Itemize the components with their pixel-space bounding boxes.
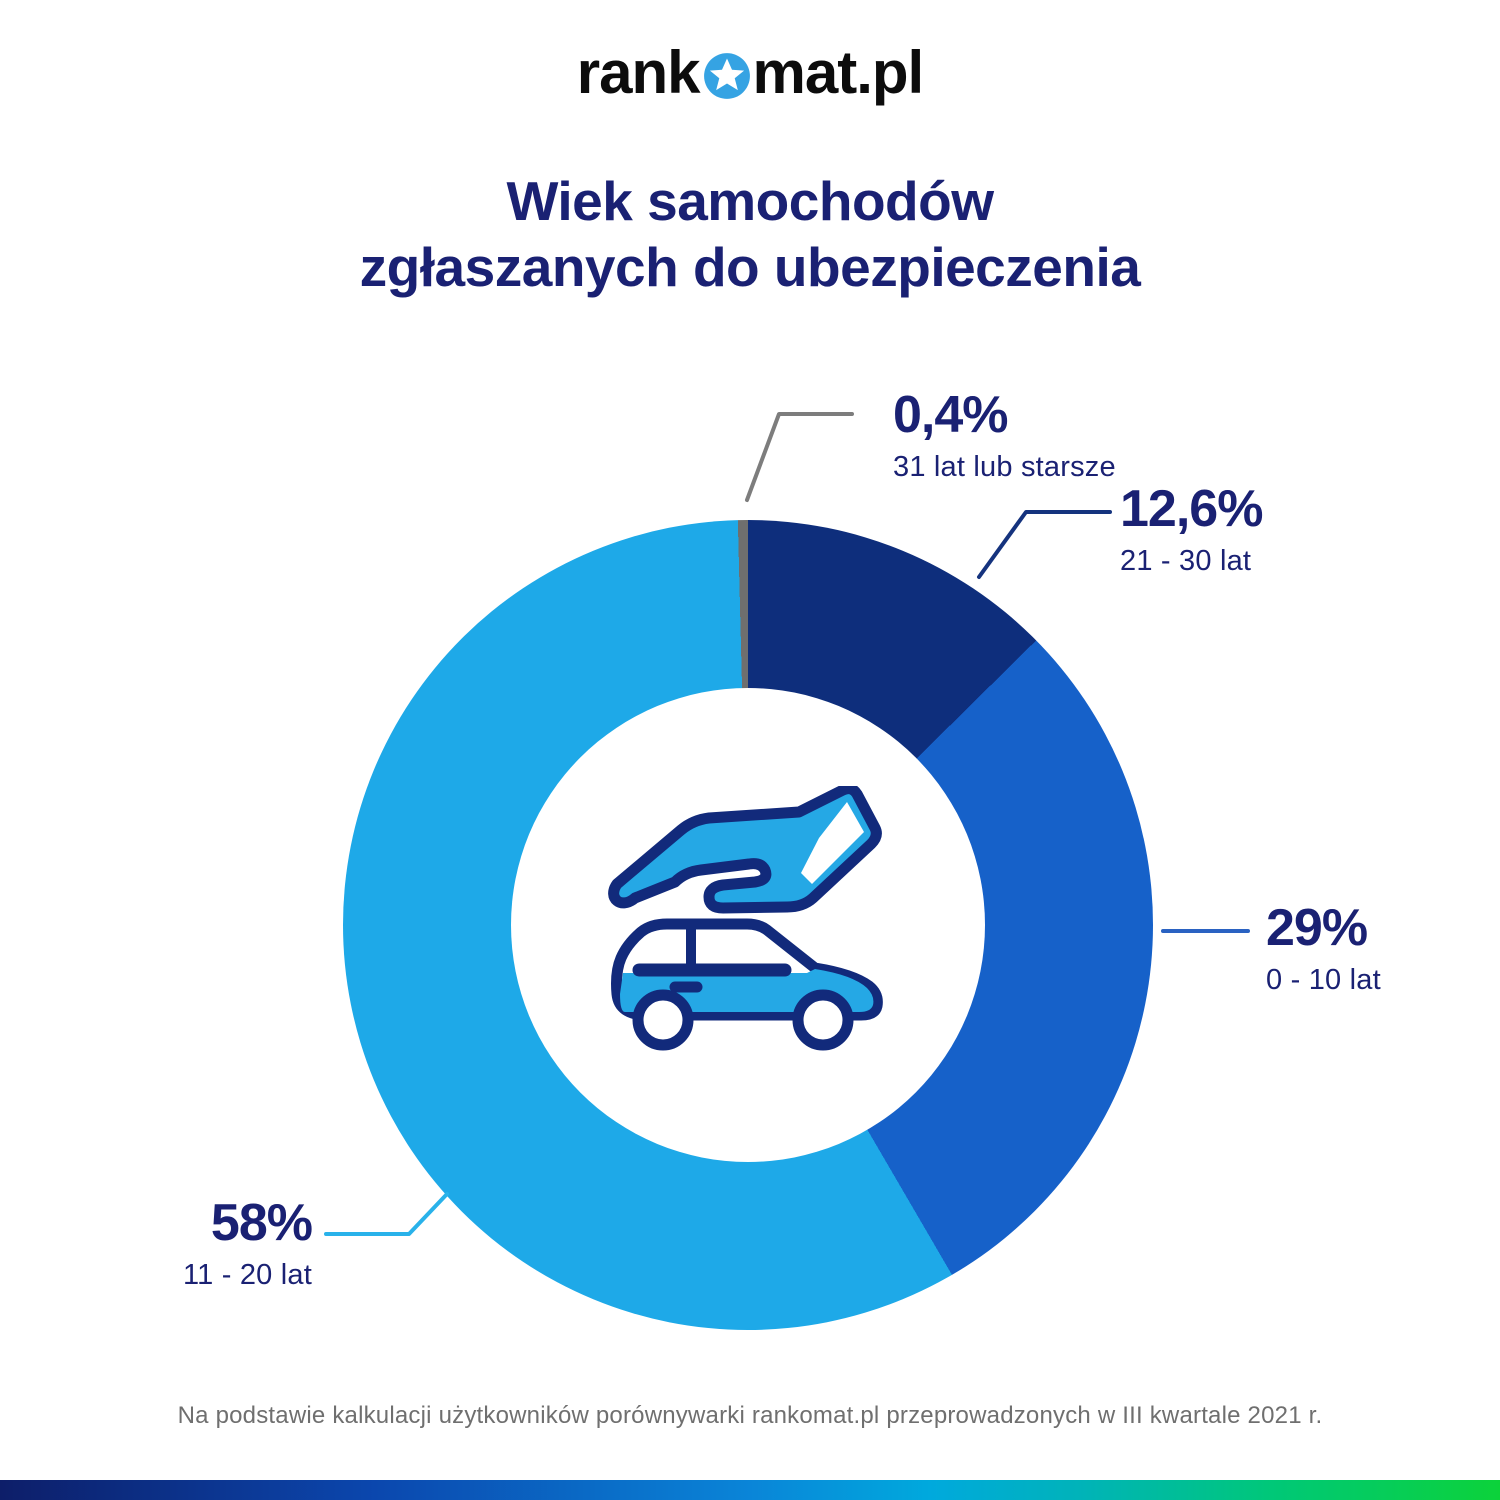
callout-line-21-30-lat	[977, 510, 1112, 579]
callout-0-10-lat: 29% 0 - 10 lat	[1266, 901, 1381, 997]
callout-label: 31 lat lub starsze	[893, 450, 1116, 483]
page-title-line1: Wiek samochodów	[506, 170, 994, 232]
callout-value: 0,4%	[893, 386, 1009, 444]
callout-value: 12,6%	[1120, 480, 1263, 538]
logo-text-suffix: mat.pl	[752, 39, 925, 106]
logo-star-icon	[702, 51, 752, 101]
donut-chart	[343, 520, 1153, 1330]
callout-label: 0 - 10 lat	[1266, 963, 1381, 996]
hand-icon	[608, 786, 882, 914]
page-title-line2: zgłaszanych do ubezpieczenia	[359, 236, 1141, 298]
callout-31-lat: 0,4% 31 lat lub starsze	[893, 388, 1116, 484]
callout-line-11-20-lat	[324, 1192, 449, 1236]
hand-over-car-icon	[608, 786, 883, 1051]
page-title: Wiek samochodów zgłaszanych do ubezpiecz…	[0, 168, 1500, 300]
source-note: Na podstawie kalkulacji użytkowników por…	[177, 1402, 1323, 1429]
callout-21-30-lat: 12,6% 21 - 30 lat	[1120, 480, 1263, 578]
callout-value: 58%	[210, 1194, 313, 1252]
callout-value: 29%	[1266, 899, 1368, 957]
callout-label: 11 - 20 lat	[182, 1258, 312, 1291]
callout-label: 21 - 30 lat	[1120, 544, 1252, 577]
callout-line-31-lat	[745, 412, 854, 502]
logo-text-prefix: rank	[576, 39, 701, 106]
callout-11-20-lat: 58% 11 - 20 lat	[182, 1194, 313, 1292]
brand-gradient-bar	[0, 1480, 1500, 1500]
logo: rank mat.pl	[0, 38, 1500, 107]
car-icon	[611, 918, 883, 1051]
